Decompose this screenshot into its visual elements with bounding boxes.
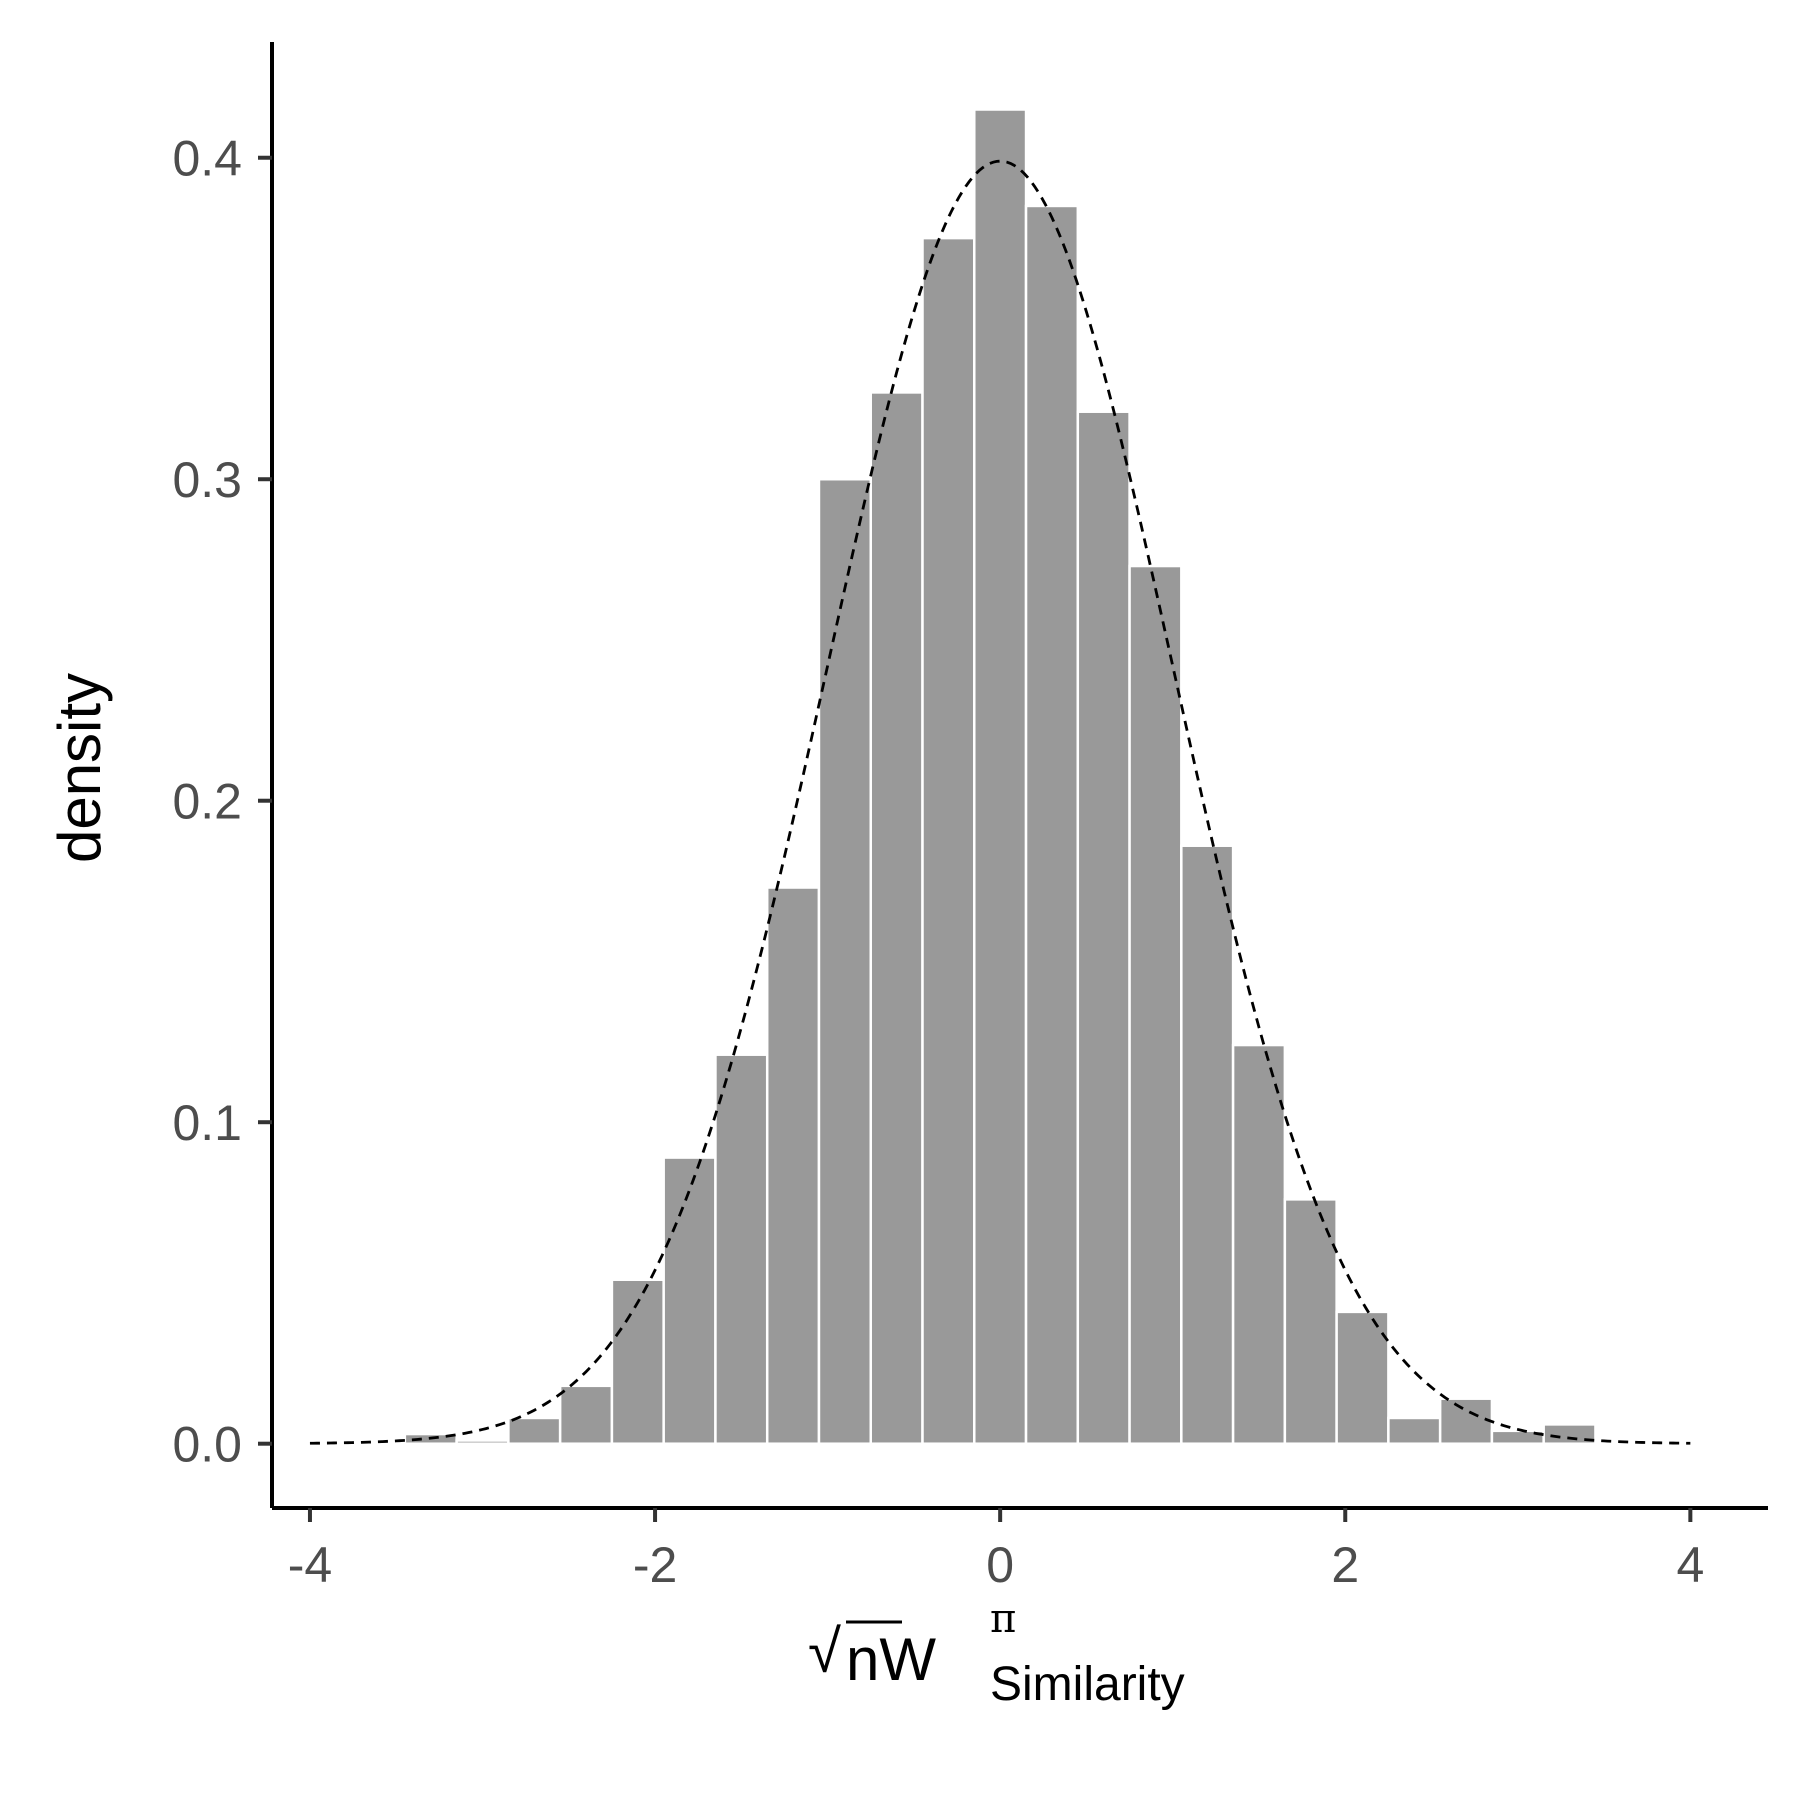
x-axis-title: √ nW π Similarity xyxy=(808,1596,1185,1711)
histogram-bar xyxy=(1128,564,1183,1445)
histogram-bar xyxy=(1076,410,1131,1445)
x-tick-label: 0 xyxy=(986,1537,1014,1593)
x-axis-title-superscript: π xyxy=(990,1596,1016,1642)
histogram-bar xyxy=(1024,204,1080,1445)
x-axis-title-radical: √ xyxy=(808,1618,841,1685)
y-tick-label: 0.3 xyxy=(172,452,242,508)
y-tick-label: 0.0 xyxy=(172,1417,242,1473)
normal-density-curve xyxy=(309,159,1691,1445)
histogram-bar xyxy=(973,108,1028,1445)
histogram-bar xyxy=(1387,1416,1442,1445)
x-tick-label: 4 xyxy=(1676,1537,1704,1593)
histogram-bar xyxy=(765,886,821,1445)
y-tick-label: 0.1 xyxy=(172,1095,242,1151)
histogram-bar xyxy=(455,1439,510,1445)
histogram-bar xyxy=(610,1278,665,1445)
histogram-bar xyxy=(1542,1423,1597,1445)
x-axis-ticks: -4 -2 0 2 4 xyxy=(288,1508,1704,1593)
x-tick-label: -4 xyxy=(288,1537,332,1593)
histogram-bars xyxy=(351,108,1597,1445)
y-tick-label: 0.2 xyxy=(172,774,242,830)
histogram-bar xyxy=(1180,844,1235,1445)
histogram-bar xyxy=(869,391,924,1445)
histogram-bar xyxy=(507,1416,562,1445)
x-axis-title-subscript: Similarity xyxy=(990,1658,1185,1711)
histogram-bar xyxy=(1438,1397,1494,1445)
histogram-bar xyxy=(714,1053,769,1445)
x-tick-label: -2 xyxy=(633,1537,677,1593)
histogram-bar xyxy=(558,1384,614,1445)
histogram-bar xyxy=(921,236,976,1445)
histogram-bar xyxy=(1335,1310,1390,1445)
histogram-bar xyxy=(662,1156,717,1445)
histogram-bar xyxy=(817,477,872,1445)
y-tick-label: 0.4 xyxy=(172,131,242,187)
histogram-bar xyxy=(1231,1043,1287,1445)
y-axis-title: density xyxy=(46,673,113,863)
y-axis-ticks: 0.0 0.1 0.2 0.3 0.4 xyxy=(172,131,272,1473)
x-tick-label: 2 xyxy=(1331,1537,1359,1593)
x-axis-title-base: nW xyxy=(846,1626,936,1693)
